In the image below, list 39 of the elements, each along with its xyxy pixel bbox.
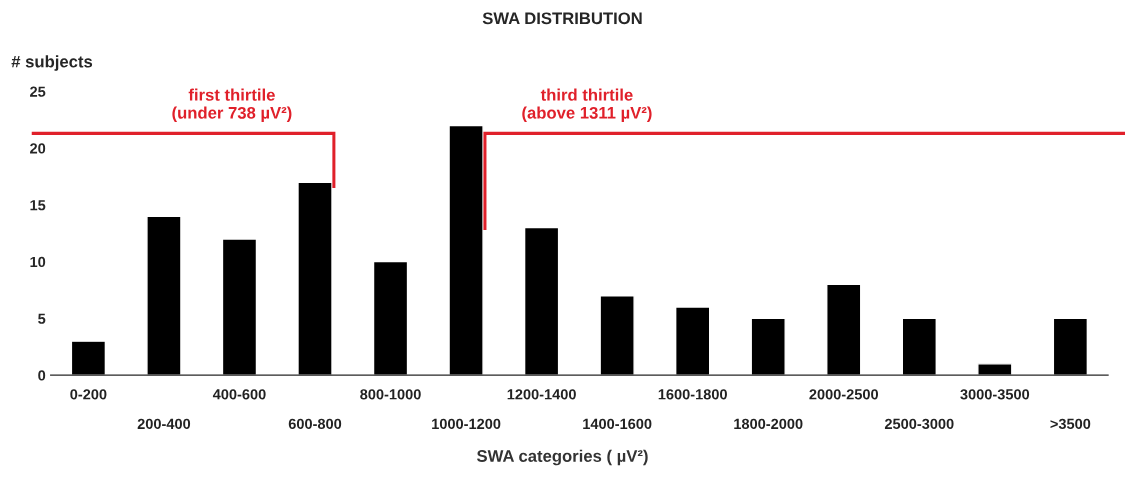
y-tick-label: 10 [30,256,46,268]
x-tick-label: >3500 [1050,418,1091,430]
x-tick-label: 1200-1400 [507,389,576,400]
bar [523,226,560,376]
y-tick-label: 20 [30,143,46,154]
x-tick-label: 1600-1800 [658,389,727,400]
bar [599,295,635,376]
annotation: first thirtile (under 738 µV²) [172,88,292,123]
x-tick-label: 1800-2000 [734,418,803,430]
y-tick-label: 0 [38,370,46,381]
x-tick-label: 200-400 [137,418,191,430]
y-tick-label: 15 [30,200,46,211]
bar [977,363,1013,376]
bar [146,215,182,376]
x-axis-title: SWA categories ( µV²) [476,449,648,466]
bar [372,260,409,376]
x-tick-label: 2000-2500 [809,389,879,400]
bar [674,306,711,376]
x-tick-label: 2500-3000 [884,418,954,430]
bar [750,317,786,376]
x-tick-label: 1000-1200 [432,418,501,430]
bar [448,124,484,376]
bar [901,317,937,376]
x-tick-label: 0-200 [70,389,107,400]
y-tick-label: 25 [30,86,46,97]
x-tick-label: 3000-3500 [960,389,1030,400]
x-tick-label: 1400-1600 [583,418,652,430]
bar [70,340,107,376]
bar [1052,317,1089,376]
x-tick-label: 800-1000 [360,389,421,400]
y-axis-title: # subjects [11,55,93,71]
x-tick-label: 600-800 [288,418,342,430]
x-tick-label: 400-600 [212,389,266,400]
bar [297,181,333,376]
y-tick-label: 5 [38,313,46,324]
annotation: third thirtile (above 1311 µV²) [522,88,652,123]
chart-title: SWA DISTRIBUTION [482,12,642,25]
bar [221,238,258,376]
bar [826,283,862,376]
